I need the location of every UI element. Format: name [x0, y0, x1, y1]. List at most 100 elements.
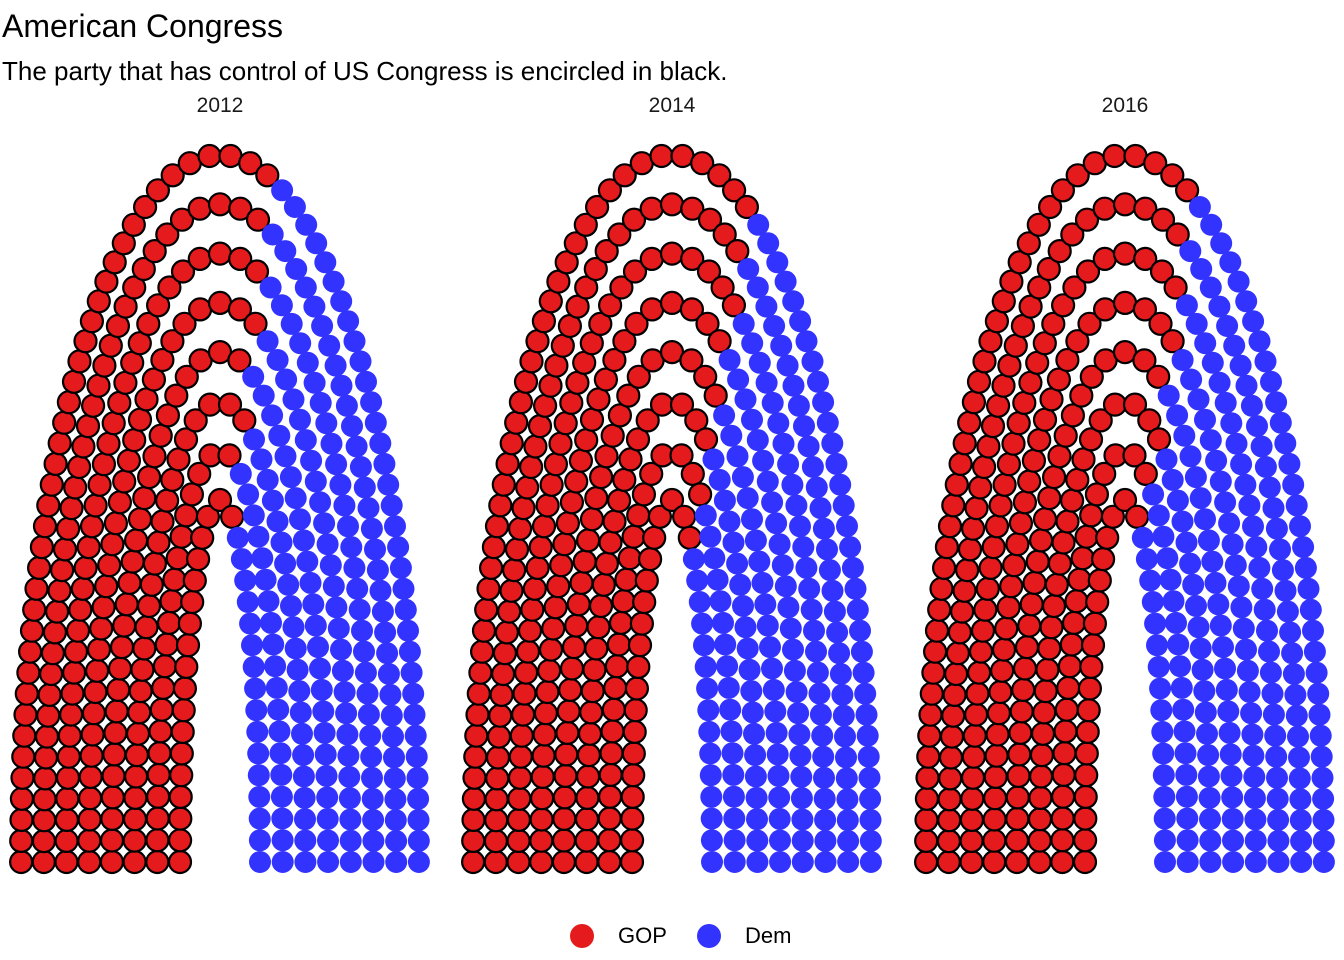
seat-2012-gop [114, 592, 139, 617]
seat-2014-gop [465, 702, 490, 727]
seat-2016-dem [1236, 659, 1259, 682]
seat-2012-dem [362, 829, 385, 852]
seat-2014-dem [791, 829, 814, 852]
seat-2016-gop [1005, 532, 1030, 557]
seat-2016-dem [1194, 408, 1216, 431]
seat-2014-gop [527, 414, 553, 439]
seat-2012-gop [43, 451, 68, 476]
seat-2014-dem [789, 744, 812, 767]
seat-2016-dem [1166, 404, 1189, 427]
seat-2012-gop [86, 637, 112, 662]
seat-2016-gop [914, 828, 939, 854]
seat-2012-dem [345, 435, 368, 458]
seat-2016-gop [996, 452, 1022, 477]
seat-2012-gop [66, 454, 92, 480]
seat-2016-dem [1154, 851, 1176, 873]
seat-2014-gop [515, 475, 540, 500]
seat-2012-dem [294, 808, 316, 831]
seat-2012-dem [360, 745, 383, 768]
seat-2014-dem [813, 766, 835, 789]
seat-2016-dem [1201, 550, 1224, 573]
seat-2012-gop [18, 639, 43, 664]
seat-2012-dem [348, 598, 371, 621]
seat-2014-gop [484, 787, 509, 812]
seat-2014-gop [543, 452, 569, 477]
seat-2012-gop [70, 576, 95, 601]
seat-2012-dem [397, 619, 419, 642]
seat-2012-gop [100, 532, 125, 557]
seat-2016-gop [934, 534, 960, 560]
seat-2012-dem [249, 851, 271, 873]
seat-2016-dem [1172, 698, 1195, 721]
seat-2012-gop [168, 784, 193, 810]
seat-2014-gop [519, 349, 544, 374]
seat-2014-gop [572, 549, 597, 574]
seat-2016-gop [1053, 719, 1078, 744]
seat-2016-gop [957, 410, 982, 435]
seat-2016-gop [968, 639, 994, 664]
seat-2014-gop [604, 654, 630, 679]
seat-2012-dem [376, 642, 399, 665]
seat-2014-gop [532, 722, 557, 747]
seat-2016-gop [1005, 785, 1030, 810]
seat-2014-dem [846, 598, 869, 621]
seat-2012-dem [343, 556, 366, 579]
seat-2012-gop [145, 806, 170, 831]
seat-2014-dem [697, 699, 720, 722]
seat-2016-gop [1077, 311, 1102, 336]
seat-2012-gop [131, 256, 156, 282]
seat-2016-dem [1299, 598, 1322, 621]
seat-2012-gop [162, 567, 187, 592]
seat-2014-dem [721, 742, 744, 765]
seat-2016-dem [1235, 638, 1257, 661]
seat-2014-gop [611, 589, 636, 614]
seat-2016-dem [1235, 290, 1258, 313]
seat-2012-dem [248, 829, 271, 852]
seat-2012-dem [312, 700, 335, 723]
seat-2014-gop [669, 443, 694, 468]
seat-2016-gop [1028, 785, 1053, 811]
seat-2014-dem [738, 658, 761, 681]
seat-2014-gop [561, 634, 587, 660]
seat-2014-gop [612, 467, 637, 492]
seat-2014-gop [541, 616, 566, 641]
seat-2014-dem [793, 415, 815, 438]
seat-2016-gop [1075, 259, 1101, 284]
seat-2012-dem [361, 787, 384, 810]
seat-2014-dem [782, 638, 804, 661]
seat-2014-gop [533, 701, 559, 726]
seat-2016-gop [1027, 849, 1052, 875]
seat-2014-gop [499, 578, 524, 603]
seat-2016-gop [947, 620, 973, 645]
seat-2016-dem [1175, 785, 1198, 808]
seat-2014-dem [774, 575, 797, 598]
seat-2012-gop [102, 250, 127, 275]
seat-2016-gop [992, 472, 1017, 497]
seat-2016-gop [1008, 720, 1033, 746]
seat-2016-gop [978, 329, 1003, 354]
seat-2014-gop [712, 222, 737, 247]
seat-2012-dem [282, 388, 305, 411]
seat-2016-gop [944, 472, 969, 497]
seat-2014-dem [762, 678, 785, 701]
seat-2014-dem [745, 786, 768, 809]
seat-2012-gop [125, 721, 151, 746]
seat-2016-gop [924, 618, 950, 643]
seat-2016-gop [1030, 721, 1056, 746]
seat-2016-gop [1146, 364, 1171, 389]
seat-2016-dem [1290, 830, 1313, 853]
seat-2014-dem [729, 573, 752, 596]
seat-2014-dem [746, 808, 768, 831]
seat-2012-dem [234, 569, 257, 592]
seat-2012-gop [171, 698, 196, 723]
seat-2012-gop [57, 723, 82, 748]
seat-2016-gop [1082, 611, 1108, 636]
seat-2012-dem [264, 655, 287, 678]
seat-2012-dem [252, 384, 275, 407]
seat-2012-dem [300, 449, 323, 472]
seat-2014-dem [716, 655, 739, 678]
seat-2016-dem [1199, 851, 1222, 873]
seat-2016-dem [1209, 470, 1232, 493]
seat-2014-gop [599, 741, 624, 766]
seat-2014-gop [616, 383, 641, 408]
